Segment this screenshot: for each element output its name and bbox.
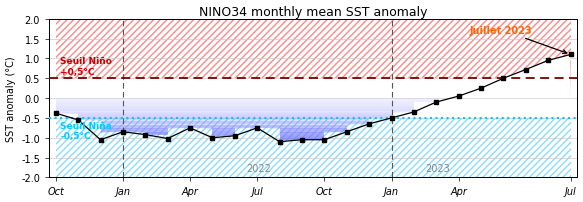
Text: 2022: 2022 bbox=[246, 164, 271, 174]
Title: NINO34 monthly mean SST anomaly: NINO34 monthly mean SST anomaly bbox=[199, 5, 427, 18]
Text: Seuil Niño
+0,5°C: Seuil Niño +0,5°C bbox=[60, 57, 112, 77]
Y-axis label: SST anomaly (°C): SST anomaly (°C) bbox=[6, 56, 16, 141]
Text: 2023: 2023 bbox=[425, 164, 450, 174]
Text: Seuil Niña
-0,5°C: Seuil Niña -0,5°C bbox=[60, 121, 112, 141]
Text: Juillet 2023: Juillet 2023 bbox=[470, 25, 567, 54]
